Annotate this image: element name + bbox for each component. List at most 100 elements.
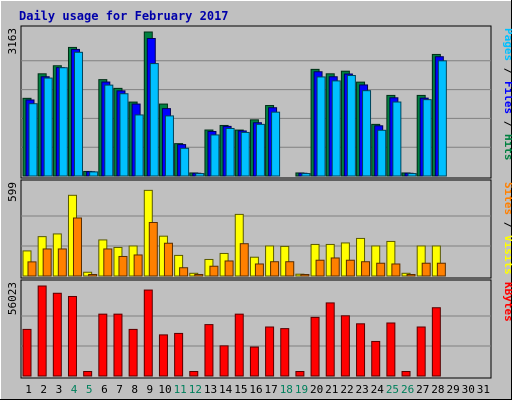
x-tick-label: 11	[174, 383, 187, 396]
bar-pages-day-27	[422, 99, 432, 177]
legend-entry: Hits	[502, 134, 512, 161]
bar-visits-day-11	[174, 254, 184, 277]
legend-label: Pages / Files / Hits	[502, 28, 512, 161]
bar-visits-day-18	[280, 245, 290, 277]
x-tick-label: 8	[131, 383, 138, 396]
bar-pages-day-26	[407, 173, 417, 177]
bar-pages-day-20	[316, 76, 326, 177]
bar-kbytes-day-21	[325, 302, 335, 377]
x-tick-label: 6	[101, 383, 108, 396]
legend-entry: Sites	[502, 182, 512, 215]
bar-sites-day-7	[118, 255, 128, 277]
panel-frame	[20, 179, 492, 279]
panel-visits-sites: 599 Sites / Visits	[6, 179, 512, 279]
x-tick-label: 2	[40, 383, 47, 396]
bar-pages-day-28	[437, 60, 447, 177]
x-tick-label: 3	[56, 383, 63, 396]
bar-pages-day-6	[104, 84, 114, 177]
x-tick-label: 12	[189, 383, 202, 396]
bar-kbytes-day-18	[280, 328, 290, 377]
bar-pages-day-7	[119, 93, 129, 177]
bar-sites-day-9	[148, 222, 158, 277]
bar-kbytes-day-9	[143, 289, 153, 377]
legend-entry: /	[502, 61, 512, 81]
bar-pages-day-12	[195, 173, 205, 177]
bar-visits-day-28	[431, 245, 441, 277]
x-tick-label: 27	[416, 383, 429, 396]
x-tick-label: 30	[462, 383, 475, 396]
bar-kbytes-day-5	[83, 371, 93, 377]
bar-pages-day-3	[58, 67, 68, 177]
x-tick-label: 5	[86, 383, 93, 396]
x-tick-label: 18	[280, 383, 293, 396]
x-tick-label: 14	[219, 383, 233, 396]
bar-pages-day-2	[43, 77, 53, 177]
bar-sites-day-16	[254, 263, 264, 277]
bar-kbytes-day-14	[219, 345, 229, 377]
bar-kbytes-day-6	[98, 313, 108, 377]
x-tick-label: 26	[401, 383, 414, 396]
legend-entry: /	[502, 114, 512, 134]
x-tick-label: 31	[477, 383, 490, 396]
bar-sites-day-3	[57, 248, 67, 277]
bar-sites-day-13	[209, 265, 219, 277]
panel-pages-files-hits: 3163 Pages / Files / Hits	[6, 25, 512, 179]
bar-pages-day-4	[73, 51, 83, 177]
bar-sites-day-1	[27, 261, 37, 277]
bar-pages-day-25	[392, 101, 402, 177]
bar-pages-day-11	[180, 147, 190, 177]
legend-label: KBytes	[502, 282, 512, 322]
bar-kbytes-day-8	[128, 328, 138, 377]
bar-kbytes-day-15	[234, 313, 244, 377]
panel-frame	[20, 25, 492, 179]
bar-kbytes-day-12	[189, 371, 199, 377]
y-max-label: 3163	[6, 28, 19, 55]
bar-pages-day-9	[149, 63, 159, 177]
x-tick-label: 13	[204, 383, 217, 396]
legend-entry: /	[502, 215, 512, 235]
bar-visits-day-27	[416, 245, 426, 277]
bar-kbytes-day-22	[340, 315, 350, 377]
bar-kbytes-day-25	[386, 322, 396, 377]
bar-sites-day-17	[270, 261, 280, 277]
chart-title: Daily usage for February 2017	[19, 9, 229, 23]
bar-kbytes-day-27	[416, 326, 426, 377]
bar-sites-day-6	[103, 248, 113, 277]
bar-kbytes-day-17	[265, 326, 275, 377]
bar-pages-day-23	[362, 90, 372, 177]
bar-kbytes-day-2	[37, 285, 47, 377]
bar-sites-day-24	[376, 262, 386, 277]
bar-sites-day-5	[88, 273, 98, 277]
x-tick-label: 28	[431, 383, 444, 396]
bar-pages-day-22	[346, 75, 356, 177]
x-tick-label: 1	[25, 383, 32, 396]
bar-kbytes-day-4	[67, 295, 77, 377]
bar-sites-day-21	[330, 257, 340, 277]
bar-kbytes-day-1	[22, 328, 32, 377]
bar-sites-day-12	[194, 273, 204, 277]
x-tick-label: 23	[356, 383, 369, 396]
bar-sites-day-11	[179, 267, 189, 277]
bar-sites-day-10	[163, 242, 173, 277]
bar-sites-day-19	[300, 273, 310, 277]
bar-sites-day-28	[436, 262, 446, 277]
bar-sites-day-22	[345, 259, 355, 277]
bar-kbytes-day-19	[295, 371, 305, 377]
bar-visits-day-23	[356, 237, 366, 277]
bar-sites-day-8	[133, 254, 143, 277]
bar-sites-day-14	[224, 260, 234, 277]
bar-kbytes-day-3	[52, 292, 62, 377]
bar-visits-day-22	[340, 242, 350, 277]
legend-entry: Visits	[502, 235, 512, 275]
y-max-label: 599	[6, 182, 19, 202]
x-tick-label: 10	[158, 383, 171, 396]
bar-pages-day-15	[240, 131, 250, 177]
legend-label: Sites / Visits	[502, 182, 512, 275]
x-tick-label: 4	[71, 383, 78, 396]
bar-kbytes-day-20	[310, 316, 320, 377]
y-max-label: 56023	[6, 282, 19, 315]
legend-entry: Pages	[502, 28, 512, 61]
bar-kbytes-day-26	[401, 371, 411, 377]
x-tick-label: 7	[116, 383, 123, 396]
